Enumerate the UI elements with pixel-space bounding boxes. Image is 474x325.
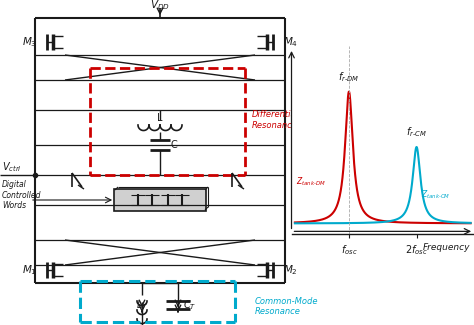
Text: L: L bbox=[157, 113, 163, 123]
Text: Differential-Mode
Resonance: Differential-Mode Resonance bbox=[252, 110, 325, 130]
Text: $V_{DD}$: $V_{DD}$ bbox=[150, 0, 170, 12]
Text: $Z_{tank\text{-}DM}$: $Z_{tank\text{-}DM}$ bbox=[296, 175, 326, 188]
Text: $f_{r\text{-}DM}$: $f_{r\text{-}DM}$ bbox=[338, 70, 360, 84]
Text: $M_4$: $M_4$ bbox=[283, 35, 298, 49]
Text: $Z_{tank\text{-}CM}$: $Z_{tank\text{-}CM}$ bbox=[421, 188, 451, 201]
Text: $f_{r\text{-}CM}$: $f_{r\text{-}CM}$ bbox=[406, 125, 427, 139]
Text: $M_2$: $M_2$ bbox=[283, 263, 298, 277]
Text: $V_{ctrl}$: $V_{ctrl}$ bbox=[2, 160, 22, 174]
Text: C: C bbox=[171, 140, 177, 150]
Text: Frequency: Frequency bbox=[423, 243, 471, 252]
Text: $M_3$: $M_3$ bbox=[22, 35, 37, 49]
Text: $M_1$: $M_1$ bbox=[22, 263, 37, 277]
Text: Common-Mode
Resonance: Common-Mode Resonance bbox=[255, 297, 319, 316]
Text: Digital
Controlled
Words: Digital Controlled Words bbox=[2, 180, 42, 210]
Text: $L_T$: $L_T$ bbox=[136, 298, 148, 312]
Text: $C_T$: $C_T$ bbox=[183, 298, 196, 312]
FancyBboxPatch shape bbox=[114, 189, 206, 211]
